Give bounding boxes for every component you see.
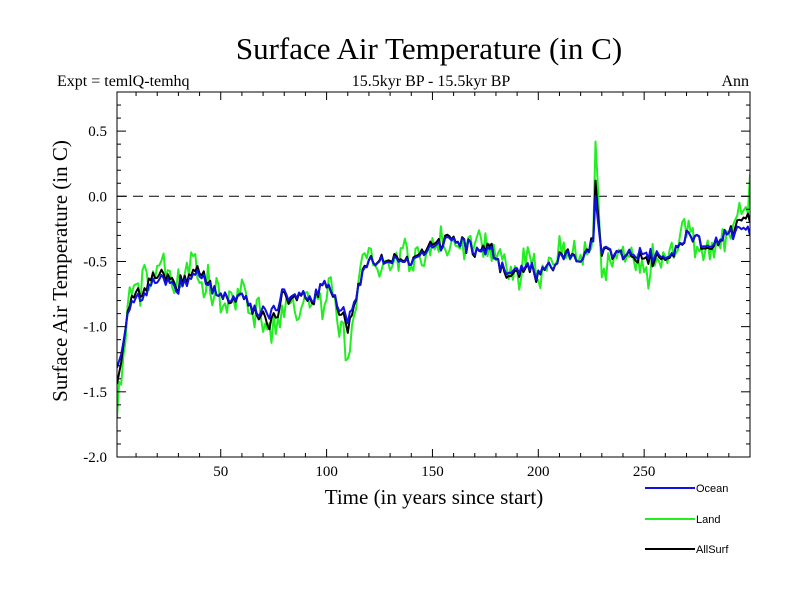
plot-area: 50 100 150 200 250 -2.0 -1.5 -1.0 -0.5 0.0 0.5: [83, 91, 751, 480]
legend: Ocean Land AllSurf: [645, 483, 729, 556]
legend-label-land: Land: [696, 514, 720, 526]
y-tick-label: -1.0: [83, 320, 107, 336]
y-tick-label: -2.0: [83, 450, 107, 466]
x-axis-ticks: 50 100 150 200 250: [135, 92, 730, 480]
y-tick-label: -1.5: [83, 385, 107, 401]
y-axis-ticks: -2.0 -1.5 -1.0 -0.5 0.0 0.5: [83, 104, 750, 466]
chart-title: Surface Air Temperature (in C): [236, 31, 622, 66]
x-tick-label: 200: [527, 464, 550, 480]
legend-label-ocean: Ocean: [696, 483, 728, 495]
plot-frame: [116, 91, 751, 458]
chart-subtitle: 15.5kyr BP - 15.5kyr BP: [352, 73, 511, 90]
expt-label: Expt = temlQ-temhq: [57, 73, 190, 90]
x-tick-label: 50: [213, 464, 228, 480]
y-tick-label: 0.5: [88, 124, 107, 140]
series-line-land: [117, 140, 750, 419]
y-tick-label: -0.5: [83, 254, 107, 270]
x-axis-label: Time (in years since start): [325, 485, 544, 509]
x-tick-label: 100: [315, 464, 338, 480]
y-axis-label: Surface Air Temperature (in C): [48, 140, 72, 402]
period-label: Ann: [721, 73, 749, 90]
series-line-allsurf: [117, 179, 750, 385]
series-line-ocean: [117, 195, 750, 368]
legend-label-allsurf: AllSurf: [696, 544, 729, 556]
series-group: [117, 140, 750, 419]
y-tick-label: 0.0: [88, 189, 107, 205]
x-tick-label: 250: [633, 464, 656, 480]
x-tick-label: 150: [421, 464, 444, 480]
